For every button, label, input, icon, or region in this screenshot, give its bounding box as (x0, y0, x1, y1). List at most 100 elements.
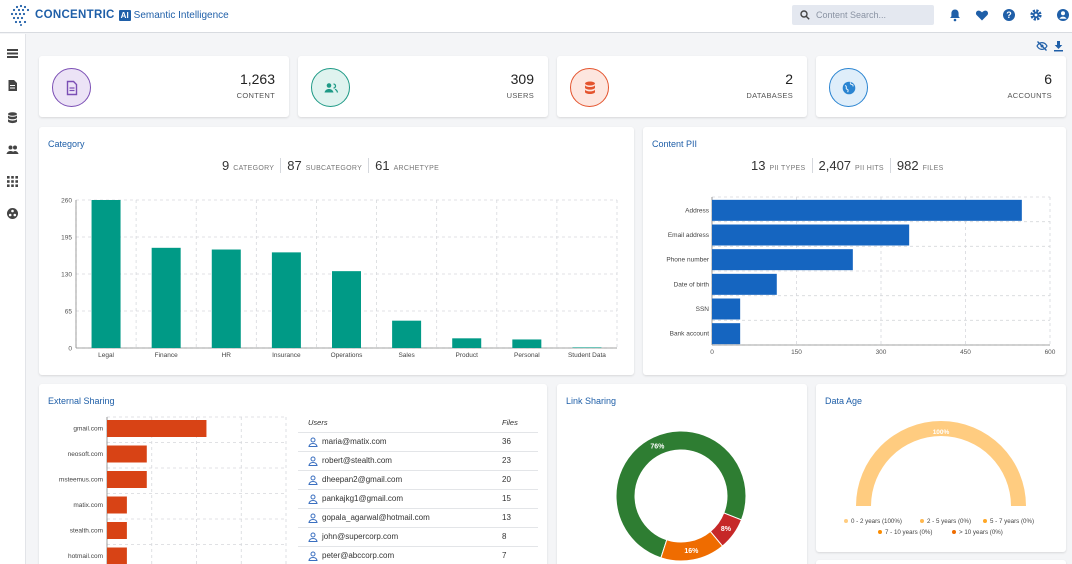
metric-value: 2,407 (818, 158, 852, 173)
donut-slice (660, 530, 724, 562)
files-count: 7 (502, 545, 538, 564)
user-email: dheepan2@gmail.com (322, 474, 403, 484)
top-bar: CONCENTRIC AI Semantic Intelligence ? (0, 0, 1072, 33)
user-icon (308, 532, 318, 542)
database-icon[interactable] (6, 111, 19, 124)
stat-card-content[interactable]: 1,263 CONTENT (39, 56, 289, 117)
legend-marker (844, 519, 848, 523)
heart-icon[interactable] (975, 8, 989, 22)
table-row[interactable]: pankajkg1@gmail.com 15 (298, 488, 538, 508)
user-icon[interactable] (1056, 8, 1070, 22)
users-table: Users Files maria@matix.com 36 robert@steal… (298, 414, 538, 564)
files-count: 20 (502, 469, 538, 489)
y-tick-label: 0 (68, 346, 72, 353)
data-age-card: Data Age 100% 0 - 2 years (100%) 2 - 5 yea… (816, 384, 1066, 552)
external-sharing-card: External Sharing gmail.com neosoft.com mst… (39, 384, 547, 564)
content-search[interactable] (792, 5, 934, 25)
donut-slice (615, 430, 747, 559)
document-icon[interactable] (6, 79, 19, 92)
svg-text:?: ? (1006, 10, 1012, 20)
bar (712, 249, 853, 271)
y-tick-label: matix.com (73, 502, 103, 509)
table-row[interactable]: robert@stealth.com 23 (298, 450, 538, 470)
legend-label: 5 - 7 years (0%) (990, 518, 1034, 525)
gauge-label: 100% (933, 429, 950, 436)
search-input[interactable] (816, 10, 926, 20)
grid-icon[interactable] (6, 175, 19, 188)
search-icon (800, 10, 810, 20)
y-tick-label: 260 (61, 198, 72, 205)
table-row[interactable]: maria@matix.com 36 (298, 431, 538, 451)
visibility-off-icon[interactable] (1036, 40, 1048, 52)
table-row[interactable]: peter@abccorp.com 7 (298, 545, 538, 564)
bar (151, 247, 181, 348)
stat-card-databases[interactable]: 2 DATABASES (557, 56, 807, 117)
metric-label: CATEGORY (233, 165, 275, 172)
bar (572, 347, 602, 348)
bar (712, 199, 1022, 221)
user-cell: maria@matix.com (298, 431, 502, 451)
user-cell: pankajkg1@gmail.com (298, 488, 502, 508)
list-icon[interactable] (6, 47, 19, 60)
users-icon[interactable] (6, 143, 19, 156)
user-icon (308, 551, 318, 561)
download-icon[interactable] (1053, 40, 1064, 52)
bar (712, 273, 777, 295)
metric-pii-types: 13 PII TYPES (745, 158, 812, 173)
user-email: john@supercorp.com (322, 531, 399, 541)
y-tick-label: SSN (696, 306, 710, 313)
user-email: gopala_agarwal@hotmail.com (322, 512, 430, 522)
bar (107, 445, 147, 463)
stat-card-accounts[interactable]: 6 ACCOUNTS (816, 56, 1066, 117)
stat-card-users[interactable]: 309 USERS (298, 56, 548, 117)
files-count: 23 (502, 450, 538, 470)
bar (107, 420, 207, 437)
user-icon (308, 494, 318, 504)
bell-icon[interactable] (948, 8, 962, 22)
y-tick-label: neosoft.com (68, 451, 103, 458)
stat-value: 2 (785, 71, 793, 87)
data-age-gauge-chart: 100% 0 - 2 years (100%) 2 - 5 years (0%) 5 … (844, 421, 1034, 536)
help-icon[interactable]: ? (1002, 8, 1016, 22)
table-row[interactable]: gopala_agarwal@hotmail.com 13 (298, 507, 538, 527)
y-tick-label: 195 (61, 235, 72, 242)
table-row[interactable]: dheepan2@gmail.com 20 (298, 469, 538, 489)
y-tick-label: Bank account (670, 331, 710, 338)
table-row[interactable]: john@supercorp.com 8 (298, 526, 538, 546)
logo[interactable]: CONCENTRIC AI Semantic Intelligence (9, 4, 229, 26)
pii-metrics: 13 PII TYPES 2,407 PII HITS 982 FILES (745, 158, 950, 173)
document-icon (52, 68, 91, 107)
bar (332, 271, 361, 348)
stat-value: 6 (1044, 71, 1052, 87)
bar (712, 323, 741, 345)
metric-category: 9 CATEGORY (216, 158, 280, 173)
user-cell: dheepan2@gmail.com (298, 469, 502, 489)
y-tick-label: Date of birth (674, 281, 710, 288)
target-icon[interactable] (6, 207, 19, 220)
x-tick-label: 300 (876, 349, 887, 356)
bar (712, 224, 910, 246)
user-email: pankajkg1@gmail.com (322, 493, 404, 503)
pii-bar-chart: 0 150 300 450 600 Address Email address Phone n… (666, 196, 1056, 356)
x-tick-label: Operations (331, 352, 364, 359)
user-icon (308, 437, 318, 447)
y-tick-label: stealth.com (70, 528, 103, 535)
stat-label: ACCOUNTS (1007, 91, 1052, 100)
slice-label: 8% (721, 526, 732, 533)
metric-label: FILES (922, 165, 944, 172)
legend-label: 2 - 5 years (0%) (927, 518, 971, 525)
legend-label: 7 - 10 years (0%) (885, 529, 932, 536)
metric-label: ARCHETYPE (393, 165, 440, 172)
product-name: Semantic Intelligence (133, 9, 229, 21)
x-tick-label: Finance (155, 352, 179, 359)
user-cell: robert@stealth.com (298, 450, 502, 470)
side-rail (0, 34, 26, 564)
metric-value: 87 (287, 158, 302, 173)
globe-icon (829, 68, 868, 107)
y-tick-label: msteemus.com (59, 477, 103, 484)
bar (107, 522, 127, 539)
bar (512, 339, 542, 348)
logo-icon (10, 4, 30, 26)
stat-label: CONTENT (236, 91, 275, 100)
settings-icon[interactable] (1029, 8, 1043, 22)
